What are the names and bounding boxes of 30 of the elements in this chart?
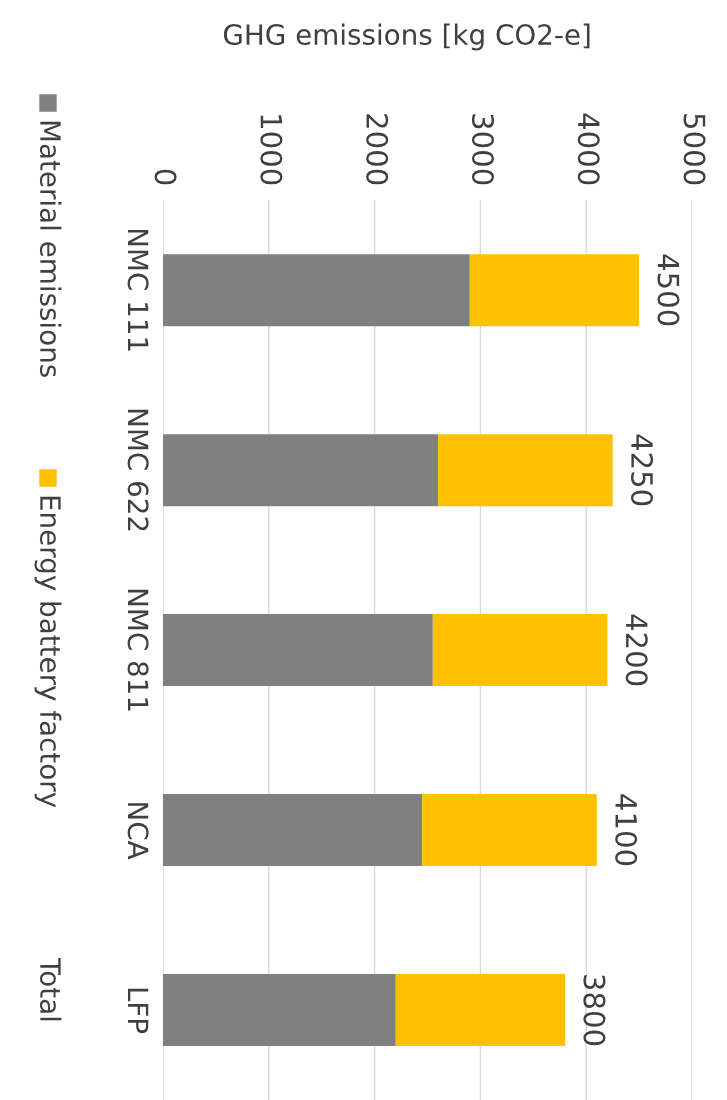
total-label: 4100 (615, 794, 638, 866)
bar (438, 434, 613, 507)
bar (422, 794, 597, 867)
bar (395, 974, 566, 1047)
y-tick-label: NCA (127, 803, 149, 860)
total-label: 3800 (583, 975, 606, 1046)
bar (163, 434, 439, 507)
y-tick-label: NMC 811 (127, 589, 149, 711)
bar (469, 254, 640, 327)
x-tick-label: 5000 (683, 114, 706, 185)
x-tick-label: 2000 (366, 114, 389, 185)
legend-label: Energy battery factory (34, 496, 62, 808)
y-tick-label: LFP (128, 988, 149, 1034)
total-label: 4200 (625, 614, 648, 686)
total-label: 4500 (657, 254, 680, 326)
bar (163, 974, 396, 1047)
x-tick-label: 0 (154, 169, 177, 185)
total-label: 4250 (631, 434, 654, 506)
x-tick-label: 4000 (577, 113, 600, 185)
bar (163, 614, 433, 687)
bar (163, 794, 423, 867)
legend-label: Material emissions (39, 121, 62, 377)
text: Total (39, 957, 62, 1021)
y-tick-label: NMC 622 (127, 409, 149, 531)
bar (163, 254, 470, 327)
bar (432, 614, 608, 687)
x-tick-label: 1000 (260, 115, 283, 185)
x-axis-title: GHG emissions [kg CO2-e] (223, 23, 590, 51)
x-tick-label: 3000 (471, 114, 494, 185)
y-tick-label: NMC 111 (127, 229, 149, 351)
